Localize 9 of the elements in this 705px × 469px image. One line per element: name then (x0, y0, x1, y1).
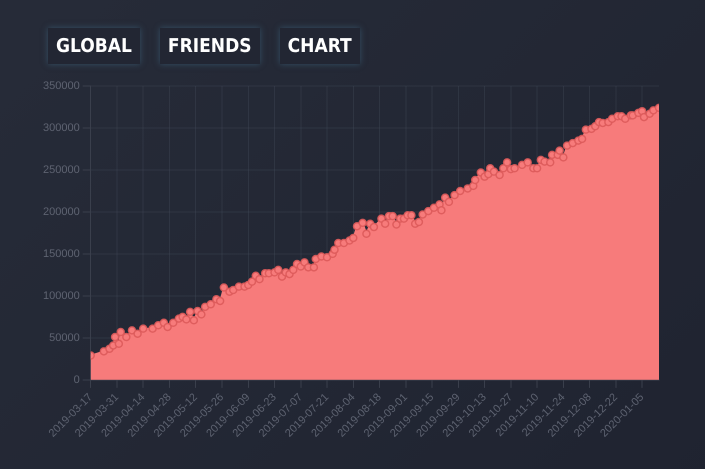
y-tick-label: 250000 (42, 164, 80, 176)
y-tick-label: 200000 (42, 206, 80, 218)
y-tick-label: 150000 (42, 248, 80, 260)
y-tick-label: 50000 (49, 332, 80, 344)
chart-title: GLOBAL FRIENDS CHART (56, 35, 352, 57)
y-tick-label: 100000 (42, 290, 80, 302)
y-tick-label: 300000 (42, 122, 80, 134)
y-tick-label: 0 (74, 374, 80, 386)
y-tick-label: 350000 (42, 80, 80, 92)
